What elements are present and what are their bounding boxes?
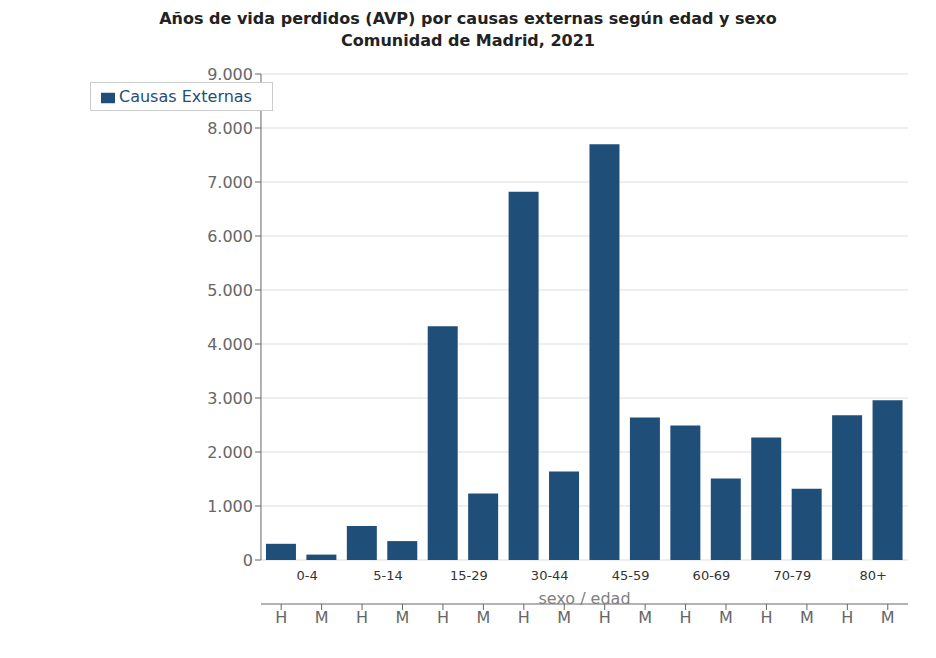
html-text:Años de vida perdidos (AVP) po: Años de vida perdidos (AVP) por causas e…	[159, 9, 777, 28]
html-text:Causas Externas: Causas Externas	[119, 87, 252, 106]
svg-text:8.000: 8.000	[207, 119, 253, 138]
svg-text:4.000: 4.000	[207, 335, 253, 354]
svg-text:M: M	[396, 608, 410, 627]
svg-text:6.000: 6.000	[207, 227, 253, 246]
svg-text:60-69: 60-69	[693, 568, 731, 583]
svg-text:5.000: 5.000	[207, 281, 253, 300]
svg-text:5-14: 5-14	[373, 568, 403, 583]
svg-text:H: H	[760, 608, 772, 627]
svg-text:M: M	[800, 608, 814, 627]
svg-text:H: H	[437, 608, 449, 627]
svg-text:M: M	[557, 608, 571, 627]
svg-text:70-79: 70-79	[774, 568, 812, 583]
svg-text:H: H	[841, 608, 853, 627]
svg-text:H: H	[518, 608, 530, 627]
svg-text:15-29: 15-29	[450, 568, 488, 583]
svg-text:M: M	[476, 608, 490, 627]
svg-text:2.000: 2.000	[207, 443, 253, 462]
svg-text:M: M	[638, 608, 652, 627]
svg-text:0: 0	[243, 551, 253, 570]
svg-text:80+: 80+	[860, 568, 887, 583]
svg-text:M: M	[719, 608, 733, 627]
svg-text:3.000: 3.000	[207, 389, 253, 408]
svg-text:1.000: 1.000	[207, 497, 253, 516]
svg-text:9.000: 9.000	[207, 65, 253, 84]
svg-text:H: H	[275, 608, 287, 627]
svg-text:M: M	[881, 608, 895, 627]
svg-text:sexo / edad: sexo / edad	[538, 589, 630, 608]
svg-text:H: H	[680, 608, 692, 627]
svg-text:M: M	[315, 608, 329, 627]
svg-text:H: H	[599, 608, 611, 627]
svg-text:7.000: 7.000	[207, 173, 253, 192]
svg-text:H: H	[356, 608, 368, 627]
svg-text:0-4: 0-4	[296, 568, 317, 583]
svg-text:30-44: 30-44	[531, 568, 569, 583]
svg-text:45-59: 45-59	[612, 568, 650, 583]
html-text:Comunidad de Madrid, 2021: Comunidad de Madrid, 2021	[341, 31, 595, 50]
